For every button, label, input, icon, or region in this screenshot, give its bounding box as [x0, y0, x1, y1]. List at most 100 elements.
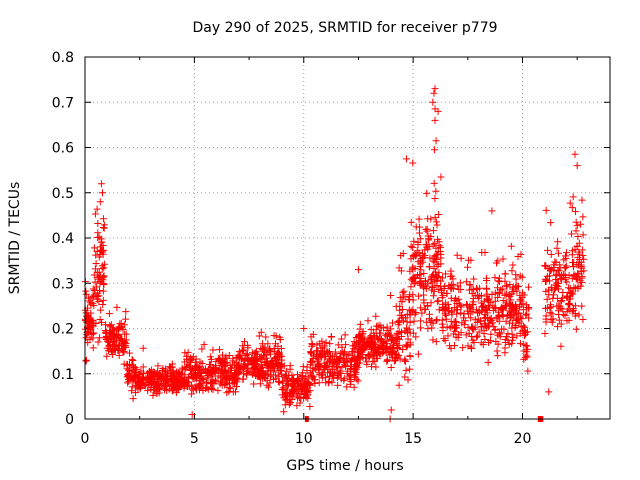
- data-point: [341, 331, 349, 339]
- data-point: [525, 314, 533, 322]
- data-point: [192, 386, 200, 394]
- data-point: [519, 306, 527, 314]
- data-point: [383, 323, 391, 331]
- data-point: [255, 332, 263, 340]
- data-point: [430, 179, 438, 187]
- data-point: [571, 208, 579, 216]
- data-point: [468, 324, 476, 332]
- data-point: [107, 334, 115, 342]
- data-point: [266, 350, 274, 358]
- data-point: [569, 193, 577, 201]
- data-point: [125, 377, 133, 385]
- data-point: [284, 395, 292, 403]
- data-point: [554, 238, 562, 246]
- data-point: [289, 376, 297, 384]
- data-point: [457, 309, 465, 317]
- data-point: [558, 275, 566, 283]
- data-point: [466, 305, 474, 313]
- y-tick-label: 0.8: [52, 50, 74, 66]
- data-point: [295, 375, 303, 383]
- data-point: [442, 270, 450, 278]
- data-point: [493, 347, 501, 355]
- data-point: [431, 105, 439, 113]
- data-point: [221, 358, 229, 366]
- data-point: [409, 251, 417, 259]
- data-point: [314, 347, 322, 355]
- data-point: [260, 345, 268, 353]
- data-point: [369, 341, 377, 349]
- data-point: [356, 325, 364, 333]
- data-point: [285, 400, 293, 408]
- data-point: [473, 332, 481, 340]
- data-point: [425, 315, 433, 323]
- data-point: [478, 307, 486, 315]
- data-point: [124, 379, 132, 387]
- data-point: [462, 300, 470, 308]
- data-point: [115, 323, 123, 331]
- data-point: [327, 333, 335, 341]
- data-point: [94, 220, 102, 228]
- data-point: [301, 379, 309, 387]
- data-point: [497, 305, 505, 313]
- data-point: [573, 260, 581, 268]
- data-point: [132, 389, 140, 397]
- grid: [85, 57, 610, 419]
- data-point: [410, 237, 418, 245]
- data-point: [447, 317, 455, 325]
- data-point: [82, 334, 90, 342]
- data-point: [432, 218, 440, 226]
- data-point: [154, 381, 162, 389]
- data-point: [309, 355, 317, 363]
- data-point: [519, 322, 527, 330]
- data-point: [409, 291, 417, 299]
- data-point: [370, 357, 378, 365]
- data-point: [487, 330, 495, 338]
- data-point: [552, 270, 560, 278]
- data-point: [188, 366, 196, 374]
- data-point: [431, 146, 439, 154]
- data-point: [420, 253, 428, 261]
- data-point: [293, 402, 301, 410]
- data-point: [88, 293, 96, 301]
- data-point: [423, 318, 431, 326]
- data-point: [225, 388, 233, 396]
- data-point: [307, 348, 315, 356]
- data-point: [240, 338, 248, 346]
- data-point: [498, 325, 506, 333]
- data-point: [412, 223, 420, 231]
- data-point: [491, 289, 499, 297]
- data-point: [481, 335, 489, 343]
- data-point: [407, 283, 415, 291]
- data-point: [433, 221, 441, 229]
- y-axis-label: SRMTID / TECUs: [7, 182, 23, 295]
- data-point: [404, 335, 412, 343]
- data-point: [470, 275, 478, 283]
- x-axis-label: GPS time / hours: [286, 458, 403, 474]
- data-point: [546, 301, 554, 309]
- data-point: [457, 285, 465, 293]
- data-point: [209, 346, 217, 354]
- data-point: [278, 377, 286, 385]
- data-point: [100, 280, 108, 288]
- data-point: [562, 249, 570, 257]
- y-tick-label: 0.5: [52, 186, 74, 202]
- data-point: [397, 267, 405, 275]
- data-point: [463, 301, 471, 309]
- data-point: [434, 297, 442, 305]
- data-point: [318, 349, 326, 357]
- data-point: [199, 387, 207, 395]
- data-point: [470, 339, 478, 347]
- data-point: [96, 316, 104, 324]
- data-point: [524, 367, 532, 375]
- data-point: [394, 318, 402, 326]
- data-point: [503, 333, 511, 341]
- data-point: [551, 258, 559, 266]
- data-point: [551, 281, 559, 289]
- data-point: [283, 376, 291, 384]
- data-point: [149, 391, 157, 399]
- data-point: [407, 218, 415, 226]
- data-point: [447, 344, 455, 352]
- data-point: [554, 285, 562, 293]
- x-tick-label: 10: [295, 431, 313, 447]
- data-point: [487, 314, 495, 322]
